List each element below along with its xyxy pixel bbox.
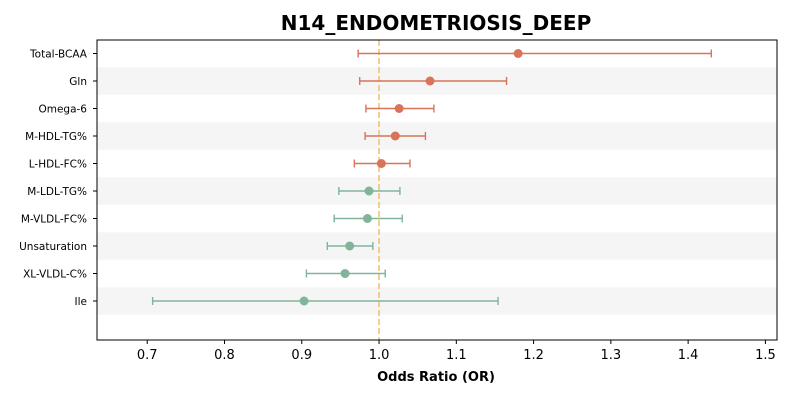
or-point: [345, 241, 355, 251]
row-band: [97, 122, 777, 150]
y-tick-label: Unsaturation: [19, 241, 87, 253]
or-point: [362, 214, 372, 223]
y-tick-label: M-HDL-TG%: [25, 131, 87, 143]
y-tick-label: Ile: [75, 296, 87, 308]
y-tick-label: Omega-6: [38, 104, 87, 116]
y-tick-label: M-VLDL-FC%: [21, 214, 87, 226]
or-point: [513, 49, 523, 58]
row-band: [97, 177, 777, 205]
x-tick-label: 0.9: [291, 348, 312, 363]
or-point: [340, 269, 350, 278]
x-tick-label: 1.5: [755, 348, 776, 363]
y-axis: Total-BCAA Gln Omega-6 M-HDL-TG% L-HDL-FC% M-…: [19, 49, 97, 308]
x-axis-label: Odds Ratio (OR): [377, 370, 495, 385]
or-point: [425, 76, 435, 86]
or-point: [376, 159, 386, 168]
or-point: [390, 131, 400, 141]
or-point: [394, 104, 404, 113]
or-point: [364, 186, 374, 196]
x-tick-label: 1.4: [678, 348, 699, 363]
x-tick-label: 0.8: [214, 348, 235, 363]
row-band: [97, 232, 777, 260]
y-tick-label: Total-BCAA: [29, 49, 88, 61]
chart-title: N14_ENDOMETRIOSIS_DEEP: [281, 11, 591, 35]
y-tick-label: XL-VLDL-C%: [23, 269, 87, 281]
x-tick-label: 1.1: [446, 348, 467, 363]
x-tick-label: 1.0: [369, 348, 390, 363]
row-bands: [97, 67, 777, 315]
x-axis: 0.7 0.8 0.9 1.0 1.1 1.2 1.3 1.4 1.5: [137, 340, 776, 363]
y-tick-label: M-LDL-TG%: [27, 186, 87, 198]
estimate-marks: [151, 49, 713, 306]
plot-frame: [96, 39, 778, 341]
y-tick-label: L-HDL-FC%: [29, 159, 87, 171]
or-point: [299, 296, 309, 306]
y-tick-label: Gln: [69, 76, 87, 88]
x-tick-label: 1.3: [601, 348, 622, 363]
x-tick-label: 1.2: [523, 348, 544, 363]
x-tick-label: 0.7: [137, 348, 158, 363]
